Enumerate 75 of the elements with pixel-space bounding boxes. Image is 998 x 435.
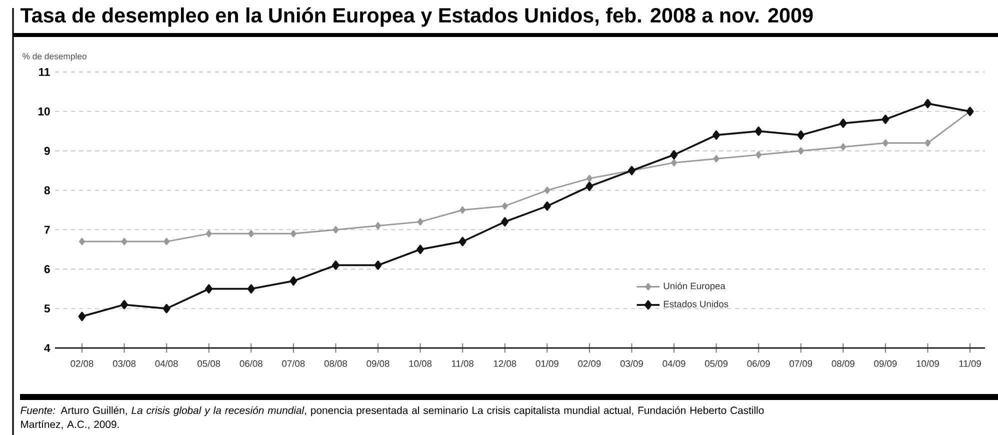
point xyxy=(713,155,720,162)
x-tick-label: 09/09 xyxy=(874,360,897,367)
point xyxy=(797,130,805,140)
point xyxy=(882,114,890,124)
x-tick-label: 10/08 xyxy=(409,360,432,367)
y-tick-label: 9 xyxy=(44,146,50,155)
x-tick-label: 07/09 xyxy=(790,360,812,367)
x-tick-label: 04/08 xyxy=(155,360,178,367)
chart-title: Tasa de desempleo en la Unión Europea y Estados Unidos, feb. 2008 a nov. 2009 xyxy=(20,7,813,27)
y-tick-label: 10 xyxy=(38,107,50,116)
point xyxy=(416,244,424,254)
y-tick-label: 8 xyxy=(44,186,50,194)
x-tick-label: 08/09 xyxy=(832,360,854,367)
x-tick-label: 05/09 xyxy=(704,360,728,367)
legend-label: Unión Europea xyxy=(664,282,726,292)
point xyxy=(754,126,762,136)
point xyxy=(882,139,888,147)
point xyxy=(162,304,170,314)
x-tick-label: 08/08 xyxy=(324,360,347,367)
x-tick-label: 02/09 xyxy=(578,360,601,367)
point xyxy=(78,312,86,322)
point xyxy=(332,260,340,270)
text: Fuente: Arturo Guillén, La crisis global y la recesión mundial, ponencia presentada al seminario La crisis capitalista mundial actual, Fundación Heberto Castillo Martínez, A.C., 2009. xyxy=(20,406,764,430)
point xyxy=(458,236,466,246)
x-tick-label: 09/08 xyxy=(366,360,390,367)
point xyxy=(670,150,678,160)
point xyxy=(417,218,424,226)
point xyxy=(374,260,382,270)
point xyxy=(460,206,466,214)
x-tick-label: 05/08 xyxy=(198,360,220,367)
x-tick-label: 10/09 xyxy=(916,360,939,367)
point xyxy=(924,98,932,108)
x-tick-label: 04/09 xyxy=(662,360,686,367)
point xyxy=(586,182,594,192)
point xyxy=(798,147,804,155)
y-tick-label: 5 xyxy=(44,304,50,313)
x-tick-label: 03/09 xyxy=(620,360,643,367)
point xyxy=(290,276,298,286)
x-tick-label: 02/08 xyxy=(70,360,94,367)
point xyxy=(79,238,85,246)
point xyxy=(671,159,677,166)
point xyxy=(332,226,339,234)
point xyxy=(120,300,128,310)
x-tick-label: 03/08 xyxy=(112,360,136,367)
point xyxy=(924,139,931,147)
point xyxy=(501,217,509,226)
point xyxy=(205,284,213,294)
point xyxy=(840,143,846,151)
point xyxy=(586,174,592,182)
x-tick-label: 11/09 xyxy=(959,360,981,367)
point xyxy=(290,230,296,238)
point xyxy=(502,202,508,210)
point xyxy=(543,201,551,211)
x-tick-label: 11/08 xyxy=(452,360,474,367)
point xyxy=(712,130,720,140)
x-tick-label: 12/08 xyxy=(494,360,516,367)
point xyxy=(121,238,128,246)
point xyxy=(164,238,170,246)
y-tick-label: 4 xyxy=(44,344,50,352)
point xyxy=(839,118,847,128)
point xyxy=(375,222,381,230)
point xyxy=(756,151,762,158)
point xyxy=(544,186,550,194)
y-axis-title: % de desempleo xyxy=(22,52,86,62)
x-tick-label: 06/09 xyxy=(747,360,770,367)
x-tick-label: 01/09 xyxy=(536,360,558,367)
point xyxy=(247,284,255,294)
x-tick-label: 06/08 xyxy=(240,360,262,367)
x-tick-label: 07/08 xyxy=(282,360,305,367)
y-tick-label: 7 xyxy=(44,226,50,234)
legend-label: Estados Unidos xyxy=(664,300,728,308)
y-tick-label: 11 xyxy=(39,68,50,76)
point xyxy=(206,230,212,238)
y-tick-label: 6 xyxy=(44,265,50,274)
point xyxy=(248,230,254,238)
